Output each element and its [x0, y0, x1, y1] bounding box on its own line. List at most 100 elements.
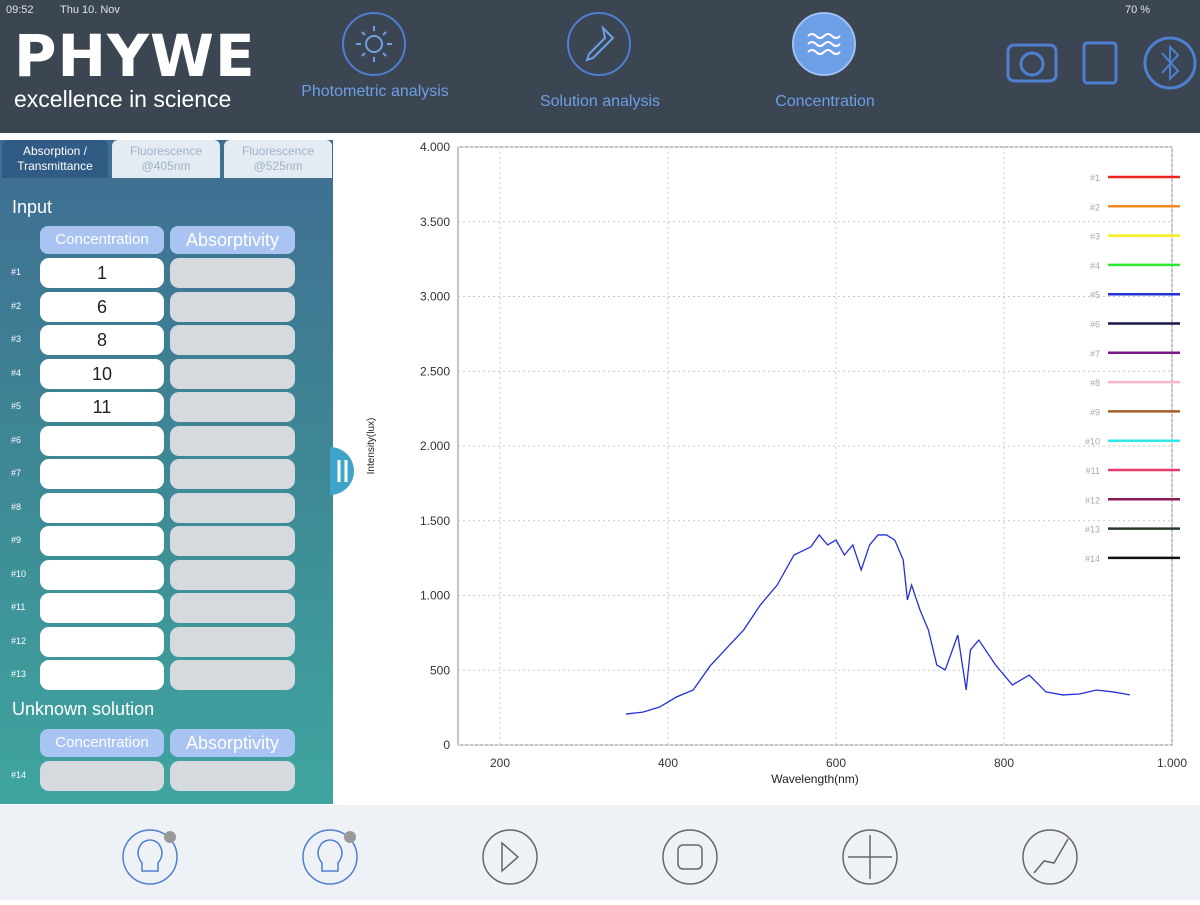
concentration-cell[interactable]: 8 — [40, 325, 164, 355]
toolbar-icons[interactable] — [1000, 35, 1200, 95]
concentration-cell[interactable]: 10 — [40, 358, 164, 389]
header: 09:52 Thu 10. Nov 70 % PHYWE excellence … — [0, 0, 1200, 133]
row-label: #5 — [11, 401, 22, 411]
absorptivity-cell[interactable] — [170, 358, 295, 389]
legend-label: #11 — [1086, 466, 1100, 476]
y-axis-label: Intensity(lux) — [366, 418, 377, 475]
column-header: Absorptivity — [170, 226, 295, 254]
y-tick-label: 2.000 — [420, 439, 450, 453]
status-date: Thu 10. Nov — [60, 4, 120, 16]
concentration-cell[interactable] — [40, 626, 164, 657]
legend-label: #3 — [1090, 232, 1100, 242]
chart: 0 500 1.000 1.500 2.000 2.500 3.000 3.500 4.000 2… — [366, 140, 1187, 786]
row-label: #9 — [11, 535, 22, 545]
concentration-cell[interactable]: 1 — [40, 258, 164, 288]
concentration-cell[interactable] — [40, 660, 164, 690]
column-header: Concentration — [40, 729, 164, 757]
absorptivity-cell[interactable] — [170, 392, 295, 422]
x-axis-label: Wavelength(nm) — [771, 772, 859, 786]
row-label: #3 — [11, 334, 22, 344]
absorptivity-cell[interactable] — [170, 492, 295, 523]
x-tick-label: 200 — [490, 756, 510, 770]
concentration-cell[interactable] — [40, 761, 164, 791]
concentration-cell[interactable]: 11 — [40, 392, 164, 422]
row-label: #12 — [11, 635, 27, 646]
data-line — [625, 533, 1131, 715]
nav-label[interactable]: Concentration — [775, 93, 875, 110]
y-tick-label: 1.500 — [420, 514, 450, 528]
y-tick-label: 0 — [443, 738, 450, 752]
absorptivity-cell[interactable] — [170, 291, 295, 322]
concentration-cell[interactable] — [40, 459, 164, 489]
row-label: #14 — [11, 770, 27, 780]
section-title: Input — [12, 197, 53, 217]
x-tick-label: 1.000 — [1157, 756, 1187, 770]
y-tick-label: 4.000 — [420, 140, 450, 154]
logo: PHYWE — [14, 22, 256, 90]
status-battery: 70 % — [1125, 4, 1151, 16]
row-label: #8 — [11, 501, 22, 512]
absorptivity-cell[interactable] — [170, 761, 295, 791]
nav-label[interactable]: Photometric analysis — [301, 83, 449, 100]
legend-label: #5 — [1090, 290, 1100, 300]
row-label: #11 — [11, 602, 26, 612]
row-label: #10 — [11, 568, 27, 579]
concentration-cell[interactable] — [40, 593, 164, 623]
tagline: excellence in science — [14, 86, 232, 112]
status-time: 09:52 — [6, 4, 34, 16]
tab[interactable]: Absorption / Transmittance — [2, 140, 108, 178]
nav-icon[interactable] — [792, 12, 856, 76]
y-tick-label: 2.500 — [420, 364, 450, 378]
y-tick-label: 3.500 — [420, 215, 450, 229]
column-header: Concentration — [40, 226, 164, 254]
concentration-cell[interactable] — [40, 559, 164, 590]
absorptivity-cell[interactable] — [170, 459, 295, 489]
row-label: #2 — [11, 300, 22, 311]
legend-label: #12 — [1085, 495, 1100, 505]
absorptivity-cell[interactable] — [170, 626, 295, 657]
column-header: Absorptivity — [170, 729, 295, 757]
panel-handle[interactable] — [330, 446, 360, 496]
row-label: #6 — [11, 434, 22, 445]
absorptivity-cell[interactable] — [170, 593, 295, 623]
y-tick-label: 3.000 — [420, 290, 450, 304]
legend-label: #7 — [1090, 349, 1100, 359]
row-label: #4 — [11, 367, 22, 378]
absorptivity-cell[interactable] — [170, 425, 295, 456]
concentration-cell[interactable] — [40, 526, 164, 556]
absorptivity-cell[interactable] — [170, 660, 295, 690]
legend-label: #10 — [1085, 437, 1100, 447]
absorptivity-cell[interactable] — [170, 258, 295, 288]
legend-label: #1 — [1090, 173, 1100, 183]
y-tick-label: 500 — [430, 663, 450, 677]
absorptivity-cell[interactable] — [170, 559, 295, 590]
legend-label: #2 — [1090, 202, 1100, 212]
concentration-cell[interactable]: 6 — [40, 291, 164, 322]
x-tick-label: 800 — [994, 756, 1014, 770]
tab[interactable]: Fluorescence @405nm — [112, 140, 220, 178]
tab[interactable]: Fluorescence @525nm — [224, 140, 332, 178]
section-title: Unknown solution — [12, 699, 155, 719]
legend-label: #14 — [1085, 554, 1100, 564]
absorptivity-cell[interactable] — [170, 526, 295, 556]
legend-label: #4 — [1090, 261, 1100, 271]
legend-label: #13 — [1085, 525, 1100, 535]
legend-label: #9 — [1090, 407, 1100, 417]
legend-label: #8 — [1090, 378, 1100, 388]
x-tick-label: 400 — [658, 756, 678, 770]
absorptivity-cell[interactable] — [170, 325, 295, 355]
x-tick-label: 600 — [826, 756, 846, 770]
y-tick-label: 1.000 — [420, 589, 450, 603]
footer — [0, 805, 1200, 900]
concentration-cell[interactable] — [40, 492, 164, 523]
row-label: #7 — [11, 468, 22, 478]
footer-buttons[interactable] — [0, 805, 1200, 900]
nav-icon[interactable] — [567, 12, 631, 76]
legend-label: #6 — [1090, 320, 1100, 330]
nav-label[interactable]: Solution analysis — [539, 93, 661, 110]
row-label: #13 — [11, 669, 27, 679]
concentration-cell[interactable] — [40, 425, 164, 456]
nav-icon[interactable] — [342, 12, 406, 76]
row-label: #1 — [11, 267, 22, 277]
